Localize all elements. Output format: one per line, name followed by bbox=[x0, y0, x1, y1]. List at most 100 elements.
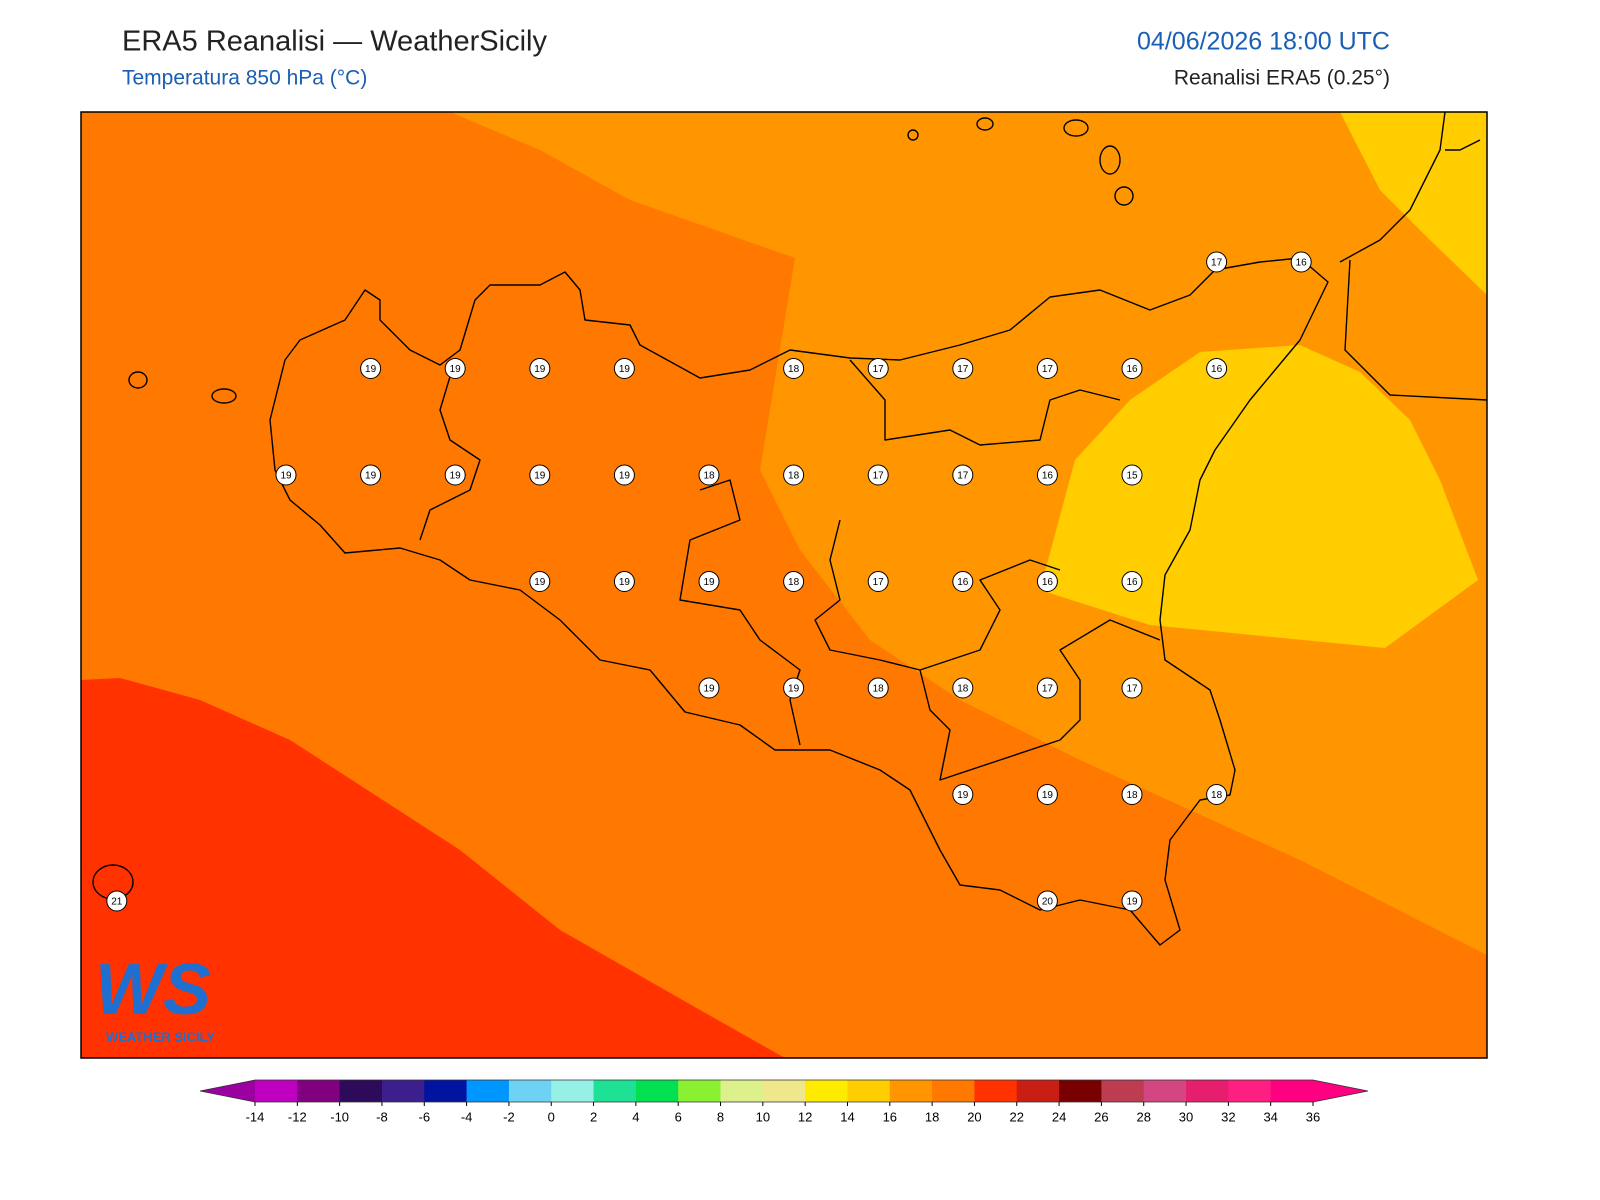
station-value: 19 bbox=[280, 471, 292, 482]
station-marker bbox=[613, 464, 635, 486]
station-marker bbox=[1206, 251, 1228, 273]
colorbar-swatch bbox=[1101, 1080, 1145, 1102]
stations: 17 16 19 19 19 19 18 17 17 17 16 16 19 19 19 19 19 18 18 17… bbox=[106, 251, 1312, 912]
station-marker bbox=[952, 571, 974, 592]
colorbar-tick-label: 2 bbox=[590, 1109, 597, 1124]
colorbar-tick-label: -6 bbox=[418, 1109, 430, 1124]
station-value: 17 bbox=[957, 471, 969, 482]
colorbar-tick-label: 14 bbox=[840, 1109, 854, 1124]
colorbar-tick-label: 12 bbox=[798, 1109, 812, 1124]
colorbar-swatch bbox=[1270, 1080, 1314, 1102]
station-marker bbox=[1121, 677, 1143, 699]
station-marker bbox=[613, 358, 635, 379]
station-value: 16 bbox=[957, 577, 969, 588]
station-marker bbox=[783, 464, 805, 486]
station-value: 16 bbox=[1126, 364, 1138, 375]
station-marker bbox=[1036, 890, 1058, 912]
colorbar-extend bbox=[200, 1080, 255, 1102]
station-marker bbox=[1290, 251, 1312, 273]
station-value: 16 bbox=[1126, 577, 1138, 588]
station-marker bbox=[444, 358, 466, 379]
station-marker bbox=[698, 677, 720, 699]
station-marker bbox=[952, 464, 974, 486]
colorbar-tick-label: 22 bbox=[1010, 1109, 1024, 1124]
station-marker bbox=[529, 464, 551, 486]
station-marker bbox=[1036, 571, 1058, 592]
colorbar-swatch bbox=[1059, 1080, 1102, 1102]
colorbar-swatch bbox=[678, 1080, 722, 1102]
logo: WS WEATHER SICILY bbox=[95, 950, 215, 1044]
station-value: 19 bbox=[365, 364, 377, 375]
colorbar-swatch bbox=[466, 1080, 510, 1102]
colorbar-swatch bbox=[424, 1080, 468, 1102]
colorbar-tick-label: -12 bbox=[288, 1109, 307, 1124]
station-value: 18 bbox=[873, 684, 885, 695]
colorbar-swatch bbox=[847, 1080, 891, 1102]
station-marker bbox=[360, 358, 382, 379]
colorbar-tick-label: 30 bbox=[1179, 1109, 1193, 1124]
station-marker bbox=[1121, 784, 1143, 805]
station-value: 17 bbox=[1126, 684, 1138, 695]
station-marker bbox=[1206, 784, 1228, 805]
station-marker bbox=[867, 464, 889, 486]
station-value: 16 bbox=[1296, 258, 1308, 269]
source: Reanalisi ERA5 (0.25°) bbox=[1174, 67, 1390, 90]
colorbar-tick-label: 10 bbox=[756, 1109, 770, 1124]
station-value: 19 bbox=[450, 364, 462, 375]
colorbar-swatch bbox=[974, 1080, 1018, 1102]
station-value: 18 bbox=[1126, 790, 1138, 801]
map-frame bbox=[80, 111, 1488, 1059]
colorbar-tick-label: -2 bbox=[503, 1109, 515, 1124]
colorbar-tick-label: 28 bbox=[1136, 1109, 1150, 1124]
colorbar-tick-label: 18 bbox=[925, 1109, 939, 1124]
colorbar-extend bbox=[1313, 1080, 1368, 1102]
station-marker bbox=[867, 571, 889, 592]
colorbar-tick-label: -14 bbox=[246, 1109, 265, 1124]
station-value: 16 bbox=[1211, 364, 1223, 375]
colorbar-swatch bbox=[889, 1080, 933, 1102]
colorbar-tick-label: 24 bbox=[1052, 1109, 1066, 1124]
station-marker bbox=[783, 677, 805, 699]
map: 17 16 19 19 19 19 18 17 17 17 16 16 19 19 19 19 19 18 18 17… bbox=[81, 112, 1487, 1058]
colorbar-swatch bbox=[508, 1080, 552, 1102]
station-marker bbox=[613, 571, 635, 592]
station-value: 17 bbox=[1042, 684, 1054, 695]
datetime: 04/06/2026 18:00 UTC bbox=[1137, 28, 1390, 56]
coastline bbox=[269, 257, 1329, 946]
title: ERA5 Reanalisi — WeatherSicily bbox=[122, 26, 547, 58]
station-value: 17 bbox=[873, 577, 885, 588]
colorbar-swatch bbox=[1228, 1080, 1272, 1102]
station-marker bbox=[1121, 464, 1143, 486]
temperature-field bbox=[81, 678, 785, 1058]
station-marker bbox=[1121, 571, 1143, 592]
colorbar-swatch bbox=[339, 1080, 383, 1102]
station-value: 17 bbox=[957, 364, 969, 375]
colorbar-swatch bbox=[1016, 1080, 1060, 1102]
station-marker bbox=[1121, 890, 1143, 912]
station-value: 20 bbox=[1042, 897, 1054, 908]
station-value: 19 bbox=[619, 364, 631, 375]
station-value: 19 bbox=[788, 684, 800, 695]
station-value: 19 bbox=[619, 577, 631, 588]
colorbar-tick-label: 36 bbox=[1306, 1109, 1320, 1124]
station-marker bbox=[444, 464, 466, 486]
station-value: 19 bbox=[534, 364, 546, 375]
station-value: 18 bbox=[788, 577, 800, 588]
station-value: 19 bbox=[450, 471, 462, 482]
colorbar-tick-label: 34 bbox=[1263, 1109, 1277, 1124]
station-value: 17 bbox=[873, 364, 885, 375]
station-value: 19 bbox=[619, 471, 631, 482]
station-marker bbox=[1036, 677, 1058, 699]
station-value: 18 bbox=[788, 364, 800, 375]
station-marker bbox=[952, 784, 974, 805]
station-value: 18 bbox=[703, 471, 715, 482]
colorbar-swatch bbox=[635, 1080, 679, 1102]
station-marker bbox=[783, 571, 805, 592]
colorbar-swatch bbox=[805, 1080, 848, 1102]
station-value: 19 bbox=[1042, 790, 1054, 801]
station-marker bbox=[867, 358, 889, 379]
colorbar-tick-label: 16 bbox=[883, 1109, 897, 1124]
colorbar-swatch bbox=[1143, 1080, 1187, 1102]
station-value: 19 bbox=[534, 471, 546, 482]
